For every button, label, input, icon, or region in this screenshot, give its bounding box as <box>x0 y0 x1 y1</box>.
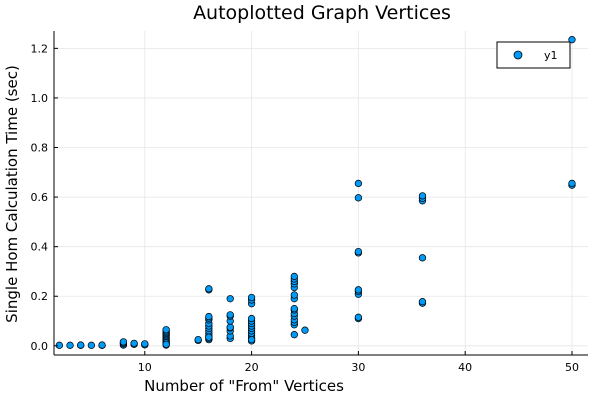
data-point <box>418 254 427 262</box>
data-point <box>247 335 256 344</box>
grid-layer <box>54 31 588 355</box>
data-point <box>290 272 298 281</box>
x-axis-label: Number of "From" Vertices <box>144 377 344 395</box>
y-tick-label: 1.2 <box>31 42 49 55</box>
data-point <box>247 314 256 323</box>
x-tick-label: 40 <box>458 361 472 374</box>
data-point <box>354 194 363 202</box>
data-point <box>354 286 363 294</box>
data-point <box>205 285 213 293</box>
data-point <box>290 291 298 299</box>
data-point <box>119 338 128 346</box>
axes-layer: 10 20 30 40 50 0.0 0.2 0.4 0.6 0.8 1.0 1.2 <box>31 31 588 374</box>
data-point <box>290 331 298 339</box>
y-tick-label: 0.0 <box>31 340 49 353</box>
data-point <box>98 341 106 349</box>
data-point <box>247 293 256 302</box>
y-tick-label: 0.2 <box>31 290 49 303</box>
chart-title: Autoplotted Graph Vertices <box>193 2 451 24</box>
x-tick-label: 20 <box>245 361 259 374</box>
y-tick-label: 0.8 <box>31 142 49 155</box>
y-tick-label: 0.4 <box>31 241 49 254</box>
data-point <box>205 333 213 341</box>
data-point <box>418 298 427 306</box>
data-point <box>568 179 576 188</box>
data-point <box>568 36 576 44</box>
data-point <box>418 192 427 200</box>
data-point <box>226 323 234 331</box>
y-axis-label: Single Hom Calculation Time (sec) <box>3 65 21 323</box>
data-point <box>141 340 149 348</box>
points-layer <box>55 36 576 349</box>
data-point <box>87 341 96 349</box>
legend-box <box>496 41 571 69</box>
data-point <box>77 341 85 349</box>
x-tick-label: 30 <box>351 361 365 374</box>
y-tick-label: 1.0 <box>31 92 49 105</box>
legend: y1 <box>496 41 571 69</box>
data-point <box>66 341 74 349</box>
data-point <box>130 339 138 347</box>
x-tick-label: 50 <box>565 361 579 374</box>
data-point <box>354 247 363 256</box>
data-point <box>162 340 170 348</box>
data-point <box>354 313 363 321</box>
data-point <box>194 335 202 344</box>
data-point <box>354 179 363 188</box>
plot-area-frame <box>54 31 588 355</box>
data-point <box>205 312 213 321</box>
data-point <box>290 304 298 313</box>
data-point <box>301 326 309 334</box>
legend-label: y1 <box>544 49 558 62</box>
data-point <box>226 311 234 319</box>
legend-marker <box>513 50 523 60</box>
data-point <box>226 295 234 303</box>
y-tick-label: 0.6 <box>31 191 49 204</box>
x-tick-label: 10 <box>138 361 152 374</box>
data-point <box>162 326 170 334</box>
